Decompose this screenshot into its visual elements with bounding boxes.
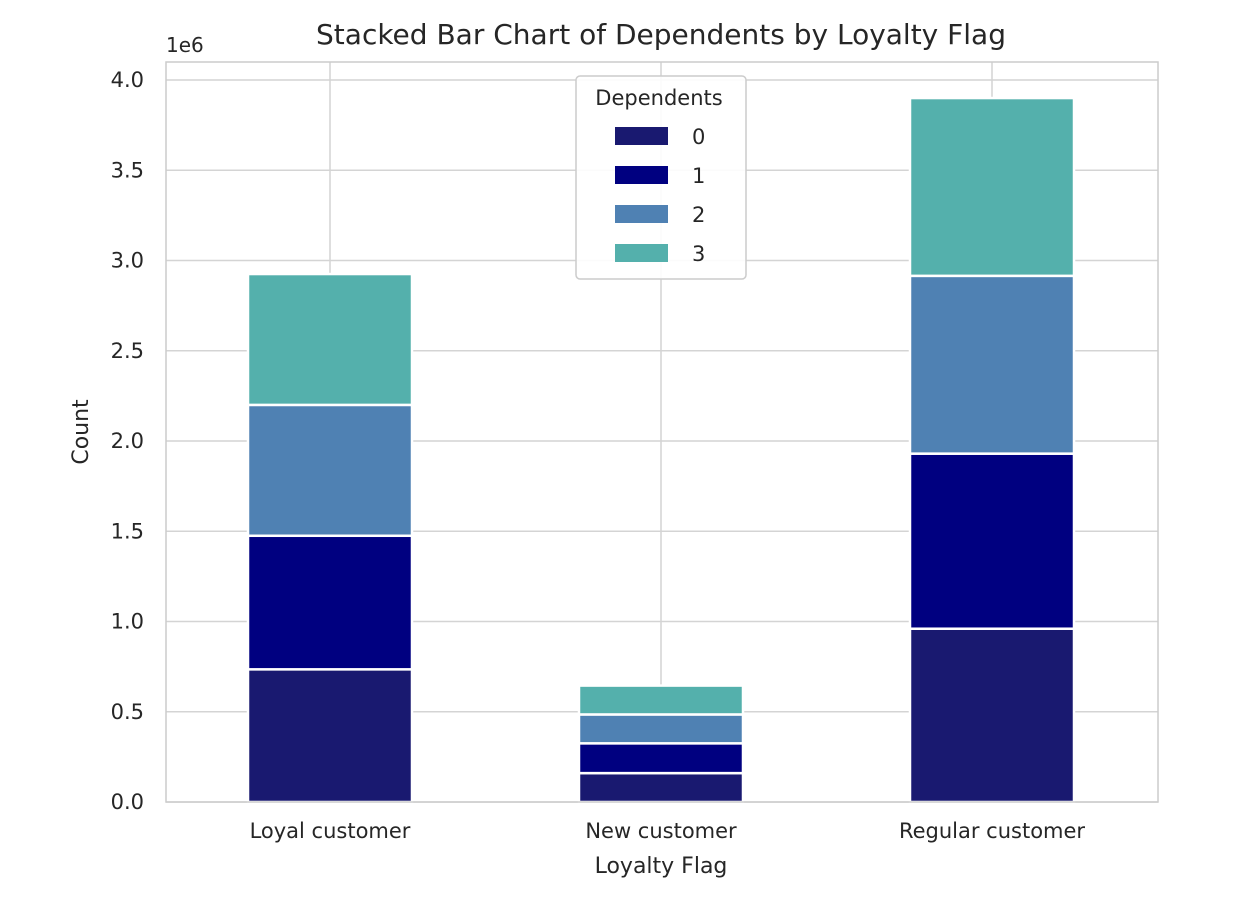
- x-tick-label: Loyal customer: [250, 819, 411, 843]
- y-offset-label: 1e6: [166, 33, 204, 57]
- legend-label: 3: [692, 242, 705, 266]
- bar-segment: [577, 771, 745, 804]
- bars: [246, 96, 1076, 804]
- y-tick-label: 1.0: [111, 610, 144, 634]
- y-axis-label: Count: [69, 399, 94, 465]
- legend-swatch: [615, 127, 668, 145]
- bar-segment: [246, 272, 414, 407]
- bar-segment: [577, 713, 745, 745]
- bar-segment: [246, 534, 414, 671]
- bar-segment: [908, 274, 1076, 455]
- y-tick-label: 2.5: [111, 339, 144, 363]
- y-tick-label: 0.0: [111, 790, 144, 814]
- axis-ticks: 0.0 0.5 1.0 1.5 2.0 2.5 3.0 3.5 4.0 Loyal custome…: [111, 68, 1086, 843]
- legend: Dependents 0 1 2 3: [575, 75, 747, 280]
- y-tick-label: 1.5: [111, 519, 144, 543]
- bar-segment: [246, 668, 414, 804]
- chart-title: Stacked Bar Chart of Dependents by Loyal…: [316, 18, 1006, 51]
- bar-segment: [577, 684, 745, 716]
- bar-segment: [908, 452, 1076, 630]
- plot-frame: [165, 61, 1159, 803]
- y-tick-label: 3.0: [111, 249, 144, 273]
- x-axis-label: Loyalty Flag: [595, 854, 728, 879]
- legend-swatch: [615, 244, 668, 262]
- y-tick-label: 3.5: [111, 158, 144, 182]
- x-tick-label: New customer: [585, 819, 737, 843]
- legend-label: 1: [692, 164, 705, 188]
- legend-swatch: [615, 205, 668, 223]
- legend-label: 2: [692, 203, 705, 227]
- y-tick-label: 4.0: [111, 68, 144, 92]
- y-tick-label: 2.0: [111, 429, 144, 453]
- bar-segment: [246, 403, 414, 538]
- x-tick-label: Regular customer: [899, 819, 1085, 843]
- bar-segment: [577, 742, 745, 775]
- legend-title: Dependents: [595, 86, 722, 110]
- bar-segment: [908, 96, 1076, 278]
- y-tick-label: 0.5: [111, 700, 144, 724]
- legend-label: 0: [692, 125, 705, 149]
- legend-swatch: [615, 166, 668, 184]
- bar-segment: [908, 627, 1076, 804]
